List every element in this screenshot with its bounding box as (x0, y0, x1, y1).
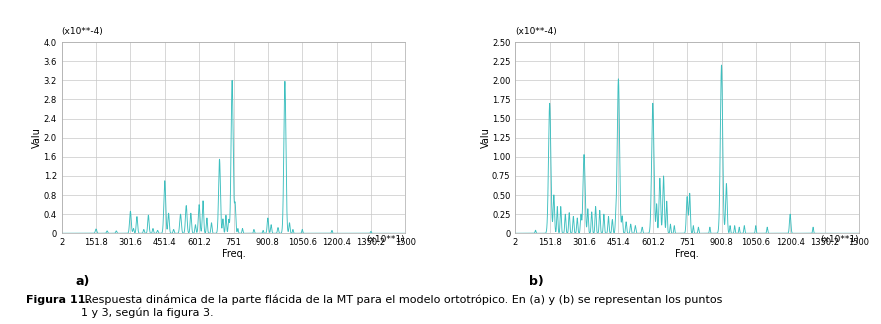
Text: a): a) (76, 275, 90, 288)
X-axis label: Freq.: Freq. (675, 249, 699, 259)
Text: Figura 11.: Figura 11. (26, 295, 90, 305)
Text: Respuesta dinámica de la parte flácida de la MT para el modelo ortotrópico. En (: Respuesta dinámica de la parte flácida d… (81, 295, 722, 318)
Text: (x10**-4): (x10**-4) (62, 28, 103, 36)
Y-axis label: Valu: Valu (32, 127, 42, 148)
Text: (x10**1): (x10**1) (820, 235, 859, 244)
Text: (x10**1): (x10**1) (366, 235, 405, 244)
X-axis label: Freq.: Freq. (222, 249, 246, 259)
Y-axis label: Valu: Valu (480, 127, 491, 148)
Text: b): b) (529, 275, 544, 288)
Text: (x10**-4): (x10**-4) (515, 28, 557, 36)
